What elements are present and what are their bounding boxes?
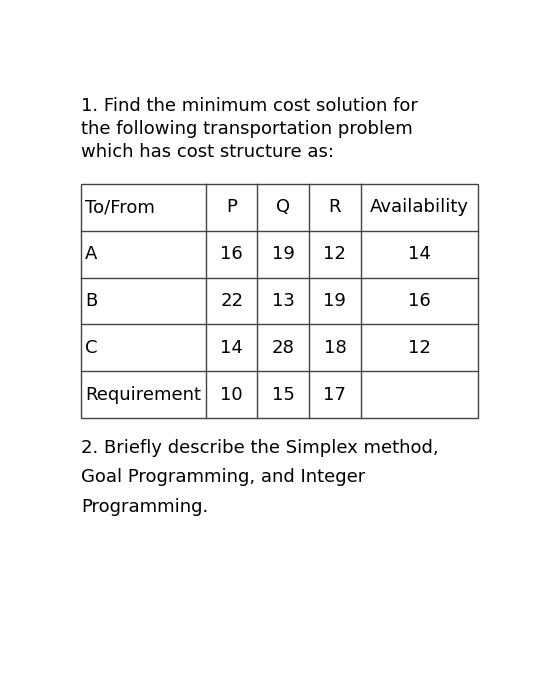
Text: 16: 16 <box>408 292 431 310</box>
Text: 2. Briefly describe the Simplex method,: 2. Briefly describe the Simplex method, <box>81 439 438 456</box>
Text: 18: 18 <box>324 339 346 357</box>
Text: 14: 14 <box>220 339 243 357</box>
Text: 12: 12 <box>408 339 431 357</box>
Text: 19: 19 <box>272 245 295 263</box>
Text: Q: Q <box>276 198 290 216</box>
Text: C: C <box>85 339 97 357</box>
Text: Goal Programming, and Integer: Goal Programming, and Integer <box>81 468 365 486</box>
Text: 10: 10 <box>220 386 243 404</box>
Text: P: P <box>226 198 237 216</box>
Text: A: A <box>85 245 97 263</box>
Text: 17: 17 <box>324 386 346 404</box>
Text: Requirement: Requirement <box>85 386 201 404</box>
Text: B: B <box>85 292 97 310</box>
Text: Availability: Availability <box>370 198 469 216</box>
Text: To/From: To/From <box>85 198 155 216</box>
Text: 19: 19 <box>324 292 346 310</box>
Text: 15: 15 <box>272 386 295 404</box>
Text: 28: 28 <box>272 339 295 357</box>
Text: 1. Find the minimum cost solution for: 1. Find the minimum cost solution for <box>81 97 417 116</box>
Text: R: R <box>329 198 341 216</box>
Text: Programming.: Programming. <box>81 498 208 516</box>
Text: 16: 16 <box>220 245 243 263</box>
Text: the following transportation problem: the following transportation problem <box>81 120 413 138</box>
Text: 14: 14 <box>408 245 431 263</box>
Text: 12: 12 <box>324 245 346 263</box>
Text: which has cost structure as:: which has cost structure as: <box>81 143 334 161</box>
Text: 22: 22 <box>220 292 243 310</box>
Text: 13: 13 <box>272 292 295 310</box>
